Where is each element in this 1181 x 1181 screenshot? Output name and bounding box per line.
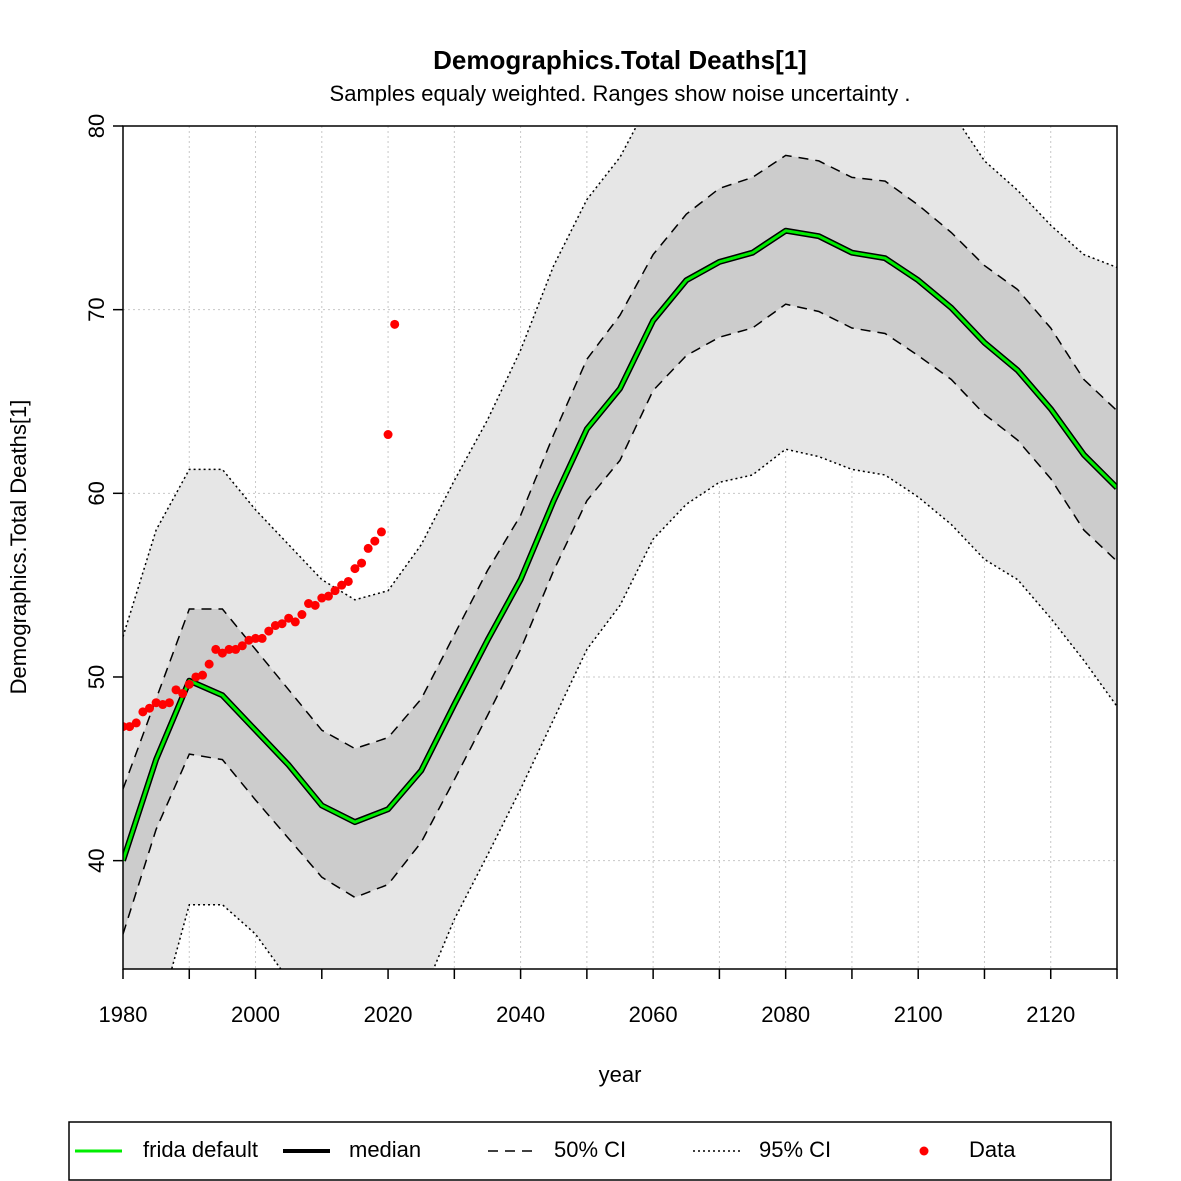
x-tick-label: 2100 bbox=[894, 1002, 943, 1027]
data-point bbox=[204, 659, 214, 669]
data-point bbox=[184, 679, 194, 689]
ci-line bbox=[123, 154, 1117, 790]
data-point bbox=[376, 527, 386, 537]
x-tick-label: 2080 bbox=[761, 1002, 810, 1027]
data-point bbox=[164, 698, 174, 708]
y-tick-label: 60 bbox=[84, 481, 109, 505]
ci-line bbox=[170, 448, 1117, 969]
data-point bbox=[131, 718, 141, 728]
data-point bbox=[257, 633, 267, 643]
ci-line bbox=[123, 303, 1117, 935]
data-point bbox=[178, 689, 188, 699]
x-tick-label: 2040 bbox=[496, 1002, 545, 1027]
data-point bbox=[211, 644, 221, 654]
data-point bbox=[337, 580, 347, 590]
data-point bbox=[370, 536, 380, 546]
data-point bbox=[224, 644, 234, 654]
data-point bbox=[231, 644, 241, 654]
data-point bbox=[330, 586, 340, 596]
plot-frame bbox=[122, 125, 1118, 970]
plot-area bbox=[123, 126, 1117, 969]
data-point bbox=[290, 617, 300, 627]
data-point bbox=[145, 703, 155, 713]
y-tick-label: 50 bbox=[84, 665, 109, 689]
data-point bbox=[343, 576, 353, 586]
x-tick-label: 2060 bbox=[629, 1002, 678, 1027]
x-tick-label: 2020 bbox=[364, 1002, 413, 1027]
data-point bbox=[217, 648, 227, 658]
y-tick-label: 80 bbox=[84, 114, 109, 138]
chart-title: Demographics.Total Deaths[1] bbox=[433, 45, 807, 75]
legend-label: Data bbox=[969, 1137, 1016, 1162]
data-point bbox=[138, 707, 148, 717]
data-point bbox=[198, 670, 208, 680]
data-point bbox=[251, 633, 261, 643]
x-tick-label: 1980 bbox=[99, 1002, 148, 1027]
data-point bbox=[357, 558, 367, 568]
data-point bbox=[323, 591, 333, 601]
data-point bbox=[264, 626, 274, 636]
x-tick-label: 2000 bbox=[231, 1002, 280, 1027]
data-point bbox=[284, 613, 294, 623]
y-tick-label: 40 bbox=[84, 848, 109, 872]
x-axis-label: year bbox=[599, 1062, 642, 1087]
data-point bbox=[350, 564, 360, 574]
legend-label: median bbox=[349, 1137, 421, 1162]
series-line bbox=[123, 229, 1117, 862]
x-tick-label: 2120 bbox=[1026, 1002, 1075, 1027]
data-point bbox=[310, 600, 320, 610]
legend-label: 95% CI bbox=[759, 1137, 831, 1162]
legend bbox=[68, 1121, 1112, 1181]
data-point bbox=[363, 543, 373, 553]
y-axis-label: Demographics.Total Deaths[1] bbox=[6, 400, 31, 695]
legend-swatch bbox=[919, 1146, 929, 1156]
legend-label: 50% CI bbox=[554, 1137, 626, 1162]
data-point bbox=[297, 610, 307, 620]
data-point bbox=[390, 319, 400, 329]
y-tick-label: 70 bbox=[84, 297, 109, 321]
legend-label: frida default bbox=[143, 1137, 258, 1162]
data-point bbox=[171, 685, 181, 695]
data-point bbox=[383, 430, 393, 440]
data-point bbox=[125, 722, 135, 732]
chart-subtitle: Samples equaly weighted. Ranges show noi… bbox=[330, 81, 911, 106]
data-point bbox=[277, 619, 287, 629]
data-point bbox=[237, 641, 247, 651]
